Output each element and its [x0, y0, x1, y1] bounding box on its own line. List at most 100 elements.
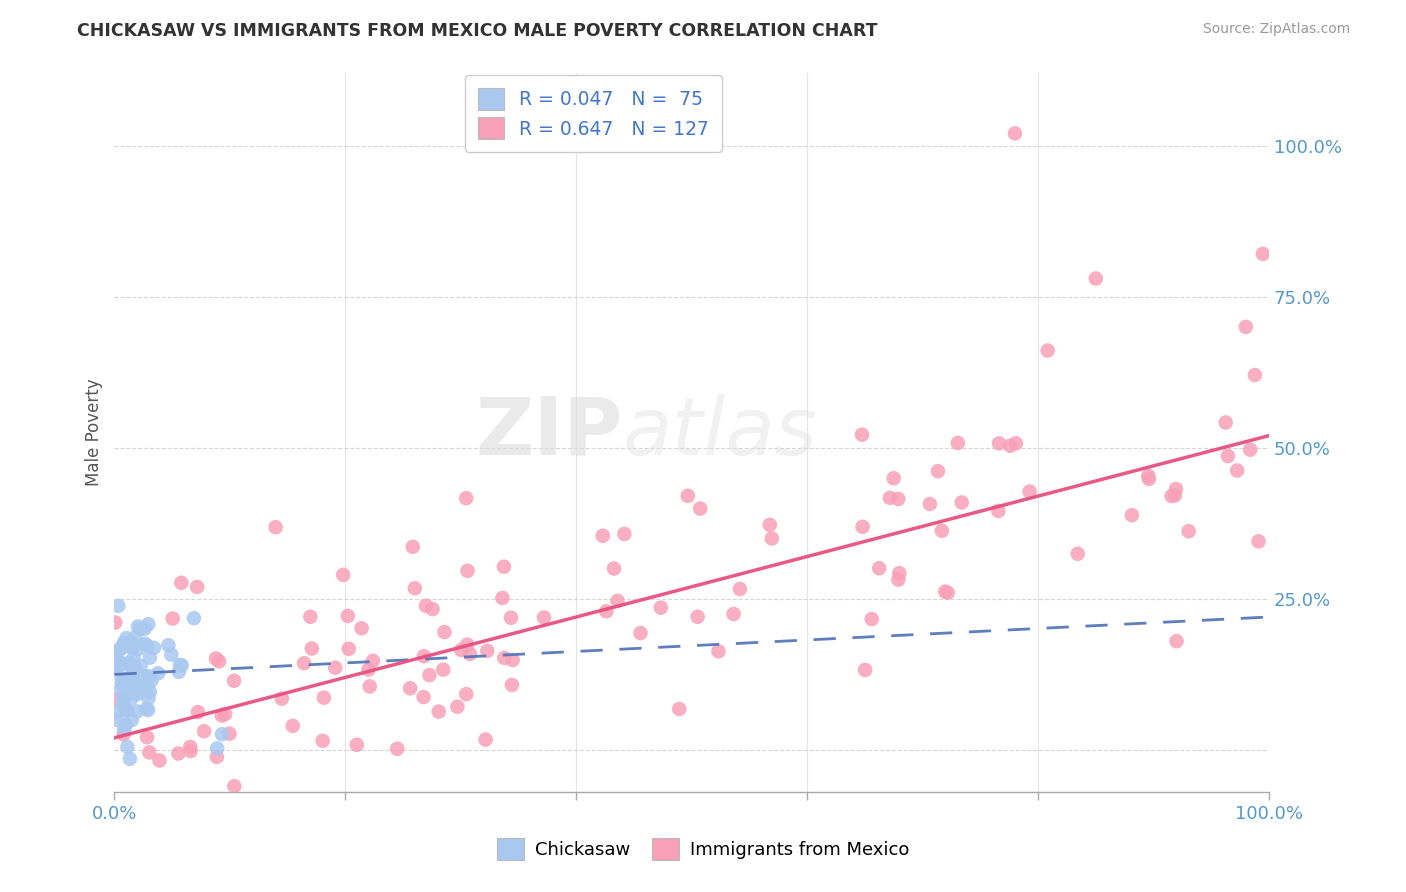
Point	[707, 644, 730, 658]
Point	[112, 657, 135, 671]
Point	[120, 676, 142, 690]
Point	[359, 680, 381, 694]
Point	[281, 719, 304, 733]
Point	[138, 746, 160, 760]
Point	[412, 690, 434, 704]
Point	[121, 713, 143, 727]
Point	[214, 707, 236, 722]
Point	[936, 586, 959, 600]
Point	[323, 661, 346, 675]
Point	[595, 604, 617, 618]
Point	[301, 641, 323, 656]
Point	[299, 609, 322, 624]
Point	[108, 643, 131, 657]
Point	[218, 726, 240, 740]
Point	[630, 626, 652, 640]
Point	[211, 727, 233, 741]
Point	[357, 663, 380, 677]
Point	[889, 566, 911, 581]
Point	[122, 651, 145, 665]
Point	[887, 573, 910, 587]
Point	[129, 622, 152, 636]
Point	[1239, 442, 1261, 457]
Point	[110, 641, 132, 656]
Point	[533, 610, 555, 624]
Point	[117, 704, 139, 718]
Point	[167, 747, 190, 761]
Point	[112, 691, 135, 706]
Point	[117, 673, 139, 688]
Point	[104, 659, 127, 673]
Point	[1137, 469, 1160, 483]
Point	[112, 636, 135, 650]
Point	[1000, 439, 1022, 453]
Point	[501, 678, 523, 692]
Point	[121, 640, 143, 655]
Point	[988, 436, 1011, 450]
Point	[404, 582, 426, 596]
Point	[112, 727, 135, 741]
Point	[143, 640, 166, 655]
Point	[139, 650, 162, 665]
Point	[180, 744, 202, 758]
Point	[887, 491, 910, 506]
Point	[387, 741, 409, 756]
Point	[350, 621, 373, 635]
Legend: R = 0.047   N =  75, R = 0.647   N = 127: R = 0.047 N = 75, R = 0.647 N = 127	[465, 75, 723, 153]
Point	[104, 615, 127, 630]
Point	[170, 658, 193, 673]
Point	[934, 584, 956, 599]
Point	[1234, 319, 1257, 334]
Point	[492, 559, 515, 574]
Point	[1247, 534, 1270, 549]
Point	[418, 668, 440, 682]
Point	[138, 669, 160, 683]
Point	[1160, 489, 1182, 503]
Point	[222, 673, 245, 688]
Point	[494, 651, 516, 665]
Point	[205, 750, 228, 764]
Point	[1164, 488, 1187, 502]
Point	[1018, 484, 1040, 499]
Point	[138, 691, 160, 706]
Point	[205, 651, 228, 665]
Point	[117, 687, 139, 701]
Point	[104, 650, 127, 665]
Point	[1177, 524, 1199, 539]
Text: Source: ZipAtlas.com: Source: ZipAtlas.com	[1202, 22, 1350, 37]
Point	[104, 661, 127, 675]
Point	[427, 705, 450, 719]
Point	[179, 739, 201, 754]
Point	[1243, 368, 1265, 382]
Point	[456, 491, 478, 506]
Point	[136, 639, 159, 653]
Point	[128, 683, 150, 698]
Point	[124, 661, 146, 675]
Point	[211, 708, 233, 723]
Point	[474, 732, 496, 747]
Point	[122, 675, 145, 690]
Point	[112, 690, 135, 705]
Point	[650, 600, 672, 615]
Point	[868, 561, 890, 575]
Text: ZIP: ZIP	[475, 393, 623, 472]
Point	[112, 638, 135, 652]
Point	[121, 665, 143, 680]
Point	[104, 692, 127, 706]
Point	[1137, 472, 1160, 486]
Point	[450, 643, 472, 657]
Point	[112, 673, 135, 687]
Point	[224, 779, 246, 793]
Point	[115, 631, 138, 645]
Point	[111, 671, 134, 685]
Point	[134, 622, 156, 636]
Point	[860, 612, 883, 626]
Point	[134, 637, 156, 651]
Point	[346, 738, 368, 752]
Point	[208, 654, 231, 668]
Point	[148, 754, 170, 768]
Point	[136, 617, 159, 632]
Point	[1004, 127, 1026, 141]
Point	[761, 532, 783, 546]
Point	[950, 495, 973, 509]
